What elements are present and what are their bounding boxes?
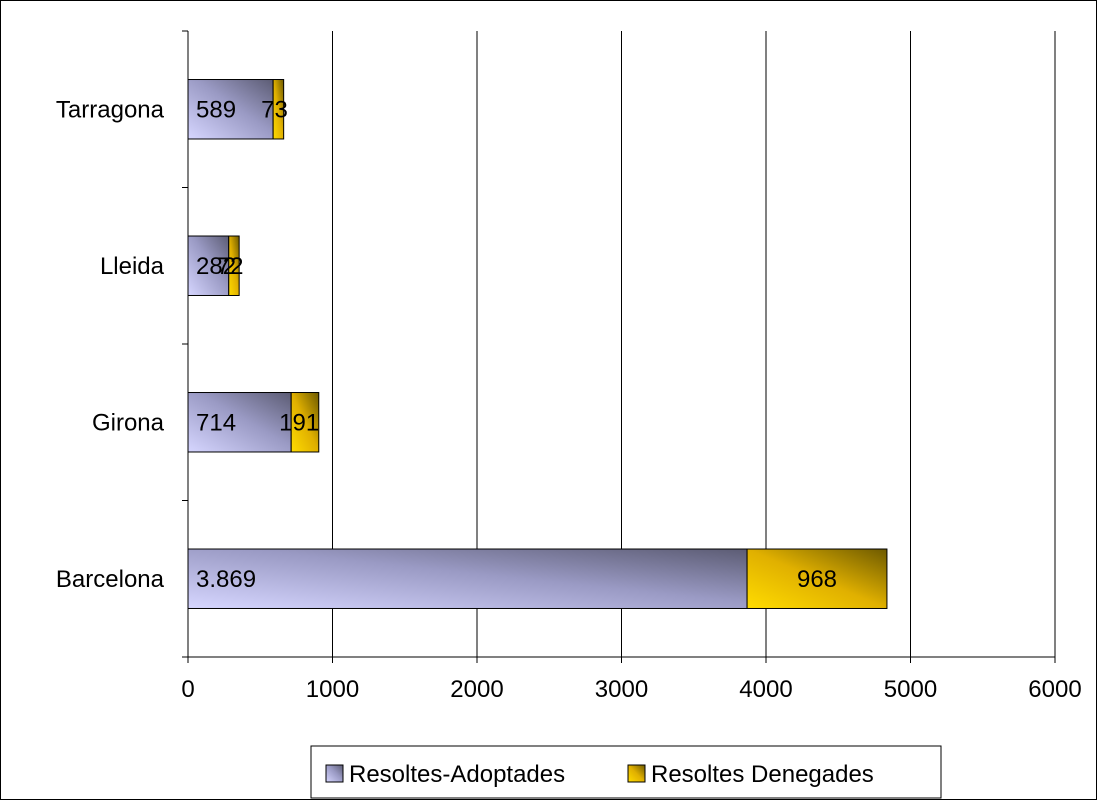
data-label: 191 (279, 409, 319, 436)
x-tick-label: 4000 (739, 676, 792, 703)
bars (187, 79, 888, 609)
data-label: 73 (261, 96, 288, 123)
x-tick-label: 6000 (1028, 676, 1081, 703)
x-tick-label: 3000 (595, 676, 648, 703)
x-tick-label: 5000 (884, 676, 937, 703)
data-label: 714 (196, 409, 236, 436)
bar-segment (187, 392, 292, 453)
bar-segment (272, 79, 285, 140)
bar-segment (187, 548, 748, 609)
legend-swatch-resoltes-denegades (627, 764, 646, 783)
y-category-label: Barcelona (56, 566, 165, 593)
data-label: 589 (196, 96, 236, 123)
bar-segment (187, 235, 230, 296)
x-tick-label: 2000 (450, 676, 503, 703)
legend-swatch-resoltes-adoptades (325, 764, 344, 783)
bar-segment (746, 548, 888, 609)
legend-label-resoltes-adoptades: Resoltes-Adoptades (349, 761, 565, 788)
y-category-label: Lleida (100, 253, 165, 280)
axes: 0 1000 2000 3000 4000 5000 6000 Tarragona Lleida… (56, 30, 1082, 703)
data-label: 282 (196, 253, 236, 280)
data-label: 72 (217, 253, 244, 280)
x-tick-label: 0 (181, 676, 194, 703)
y-category-label: Girona (92, 409, 165, 436)
bar-segment (290, 392, 320, 453)
x-tick-label: 1000 (306, 676, 359, 703)
bar-segment (228, 235, 240, 296)
data-label: 968 (797, 566, 837, 593)
y-category-label: Tarragona (56, 96, 165, 123)
legend-box (310, 745, 942, 799)
legend-label-resoltes-denegades: Resoltes Denegades (651, 761, 874, 788)
data-label: 3.869 (196, 566, 256, 593)
legend: Resoltes-Adoptades Resoltes Denegades (310, 745, 942, 799)
bar-segment (187, 79, 274, 140)
